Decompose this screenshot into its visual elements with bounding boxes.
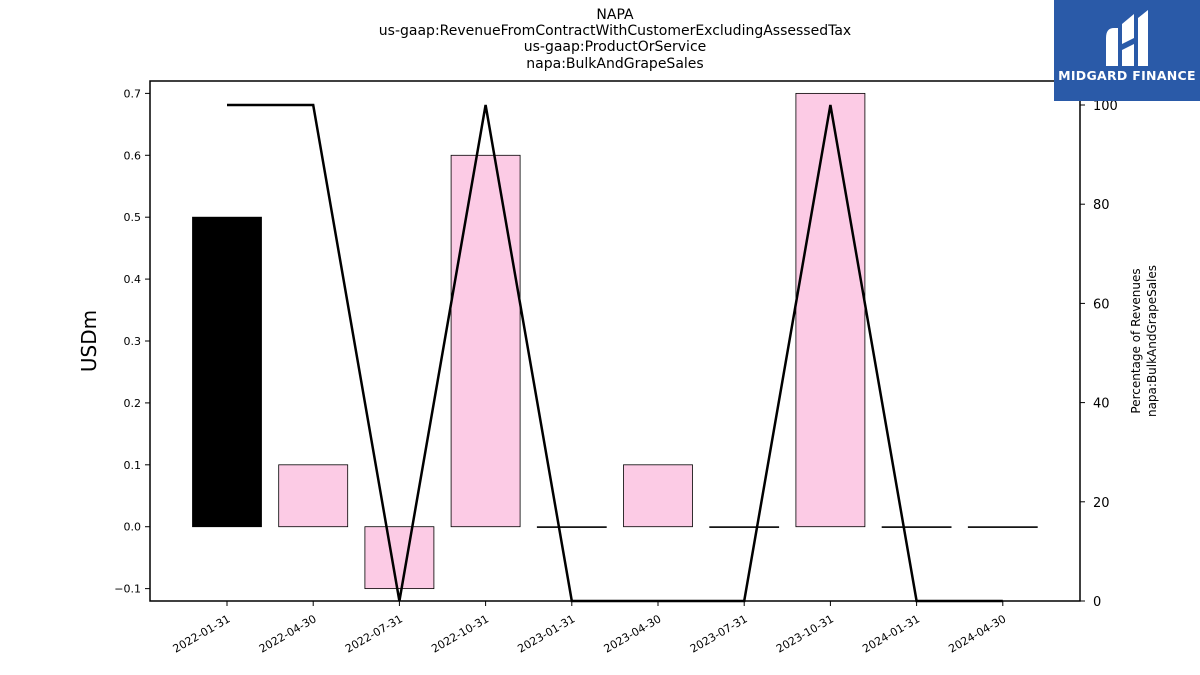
chart-title-line-2: us-gaap:RevenueFromContractWithCustomerE…	[378, 23, 852, 39]
bar-2022-04-30	[278, 464, 349, 528]
bars-group	[192, 92, 1038, 590]
y-tick-label: 0.3	[124, 335, 142, 348]
x-tick-label: 2022-04-30	[257, 612, 319, 655]
y-tick-label: −0.1	[114, 583, 141, 596]
y-tick-label: 0.0	[124, 521, 142, 534]
bar-2022-07-31	[364, 526, 435, 590]
x-tick-label: 2024-01-31	[860, 612, 922, 655]
x-tick-label: 2022-10-31	[429, 612, 491, 655]
bar-2023-07-31	[709, 526, 780, 528]
x-tick-label: 2023-04-30	[602, 612, 664, 655]
bar-2023-04-30	[623, 464, 693, 528]
x-tick-label: 2023-07-31	[688, 612, 750, 655]
bar-2023-01-31	[536, 526, 607, 528]
y2-tick-label: 20	[1093, 496, 1110, 511]
y2-tick-label: 60	[1093, 297, 1110, 312]
chart-title-line-1: NAPA	[596, 7, 634, 23]
y-tick-label: 0.4	[124, 273, 142, 286]
y-axis-label: USDm	[77, 310, 101, 372]
logo-mark-icon	[1106, 10, 1148, 66]
chart-title-line-4: napa:BulkAndGrapeSales	[526, 56, 704, 72]
x-tick-label: 2024-04-30	[946, 612, 1008, 655]
chart-title-line-3: us-gaap:ProductOrService	[523, 39, 707, 55]
bar-2024-04-30	[967, 526, 1038, 528]
y-tick-label: 0.5	[124, 211, 142, 224]
x-tick-label: 2023-10-31	[774, 612, 836, 655]
y-axis-left: −0.1 0.0 0.1 0.2 0.3 0.4 0.5 0.6 0.7	[114, 87, 150, 596]
y2-tick-label: 80	[1093, 198, 1110, 213]
x-tick-label: 2022-07-31	[343, 612, 405, 655]
bar-2022-01-31	[192, 216, 262, 528]
bar-2024-01-31	[881, 526, 952, 528]
y-tick-label: 0.7	[124, 87, 142, 100]
y2-tick-label: 0	[1093, 595, 1101, 610]
bar-2022-10-31	[450, 154, 521, 528]
bar-2023-10-31	[795, 92, 866, 528]
y2-axis-label-line-1: Percentage of Revenues	[1129, 268, 1143, 413]
y2-tick-label: 100	[1093, 99, 1118, 114]
x-tick-label: 2022-01-31	[171, 612, 233, 655]
y2-tick-label: 40	[1093, 397, 1110, 412]
x-tick-label: 2023-01-31	[515, 612, 577, 655]
y2-axis-label-line-2: napa:BulkAndGrapeSales	[1145, 265, 1159, 417]
y-tick-label: 0.6	[124, 149, 142, 162]
y-tick-label: 0.1	[124, 459, 142, 472]
y-tick-label: 0.2	[124, 397, 142, 410]
y-axis-right: 0 20 40 60 80 100	[1080, 99, 1118, 610]
midgard-finance-logo: MIDGARD FINANCE	[1054, 0, 1200, 101]
x-axis: 2022-01-31 2022-04-30 2022-07-31 2022-10-31…	[171, 601, 1008, 656]
logo-text: MIDGARD FINANCE	[1058, 68, 1196, 83]
